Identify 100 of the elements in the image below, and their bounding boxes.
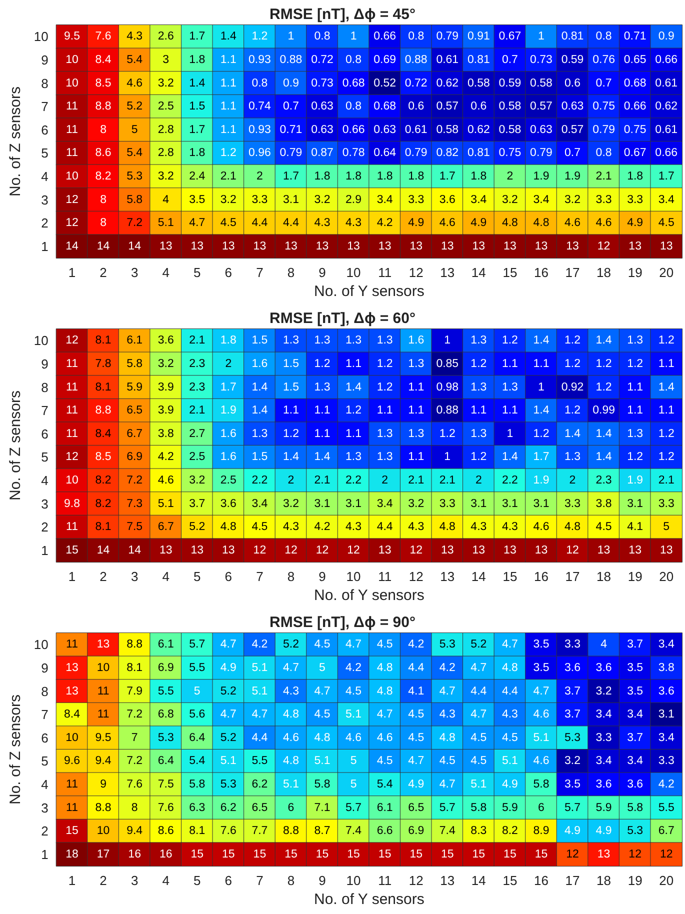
data-label: 7.2 bbox=[126, 217, 143, 230]
data-label: 1.2 bbox=[596, 358, 612, 370]
data-label: 4.6 bbox=[596, 217, 612, 230]
data-label: 3.2 bbox=[502, 194, 518, 206]
data-label: 1.3 bbox=[502, 381, 518, 394]
data-label: 1.1 bbox=[502, 404, 518, 417]
data-label: 1.2 bbox=[564, 334, 581, 347]
data-label: 4.6 bbox=[533, 755, 550, 768]
data-label: 4.4 bbox=[502, 685, 519, 698]
x-tick-label: 13 bbox=[440, 873, 455, 888]
data-label: 1.1 bbox=[470, 404, 487, 417]
data-label: 4.5 bbox=[658, 217, 674, 230]
data-label: 6.1 bbox=[158, 638, 174, 651]
data-label: 13 bbox=[440, 544, 454, 556]
data-label: 0.63 bbox=[374, 124, 396, 136]
data-label: 4.4 bbox=[376, 521, 394, 534]
data-label: 0.79 bbox=[530, 147, 552, 160]
data-label: 1 bbox=[538, 381, 544, 394]
data-label: 1.1 bbox=[220, 77, 236, 90]
data-label: 15 bbox=[534, 848, 548, 860]
data-label: 1.9 bbox=[627, 474, 644, 486]
data-label: 6.5 bbox=[252, 802, 268, 814]
data-label: 3.4 bbox=[627, 708, 644, 721]
data-label: 0.8 bbox=[346, 100, 362, 113]
data-label: 12 bbox=[66, 451, 78, 464]
data-label: 14 bbox=[128, 240, 142, 252]
data-label: 6 bbox=[288, 802, 294, 814]
data-label: 4.5 bbox=[346, 685, 362, 698]
data-label: 14 bbox=[96, 544, 110, 556]
data-label: 1.7 bbox=[533, 451, 550, 464]
data-label: 0.57 bbox=[436, 100, 459, 113]
y-tick-label: 4 bbox=[41, 472, 48, 488]
data-label: 13 bbox=[472, 240, 486, 252]
data-label: 12 bbox=[660, 848, 673, 860]
data-label: 2.2 bbox=[346, 474, 362, 486]
data-label: 4.7 bbox=[252, 708, 268, 721]
data-label: 1.1 bbox=[220, 54, 236, 66]
data-label: 0.57 bbox=[530, 100, 552, 113]
data-label: 0.78 bbox=[342, 147, 365, 160]
data-label: 3.4 bbox=[376, 498, 394, 510]
data-label: 4.9 bbox=[408, 217, 424, 230]
x-tick-label: 2 bbox=[100, 569, 107, 584]
data-label: 4.8 bbox=[502, 662, 518, 674]
data-label: 4.3 bbox=[346, 521, 362, 534]
data-label: 13 bbox=[566, 240, 579, 252]
y-axis-title: No. of Z sensors bbox=[7, 390, 24, 501]
x-tick-label: 4 bbox=[162, 265, 170, 280]
data-label: 7.2 bbox=[126, 474, 143, 486]
x-tick-label: 11 bbox=[378, 569, 392, 584]
x-tick-label: 1 bbox=[68, 265, 76, 280]
x-tick-label: 9 bbox=[318, 265, 326, 280]
x-tick-label: 12 bbox=[408, 265, 424, 280]
x-tick-label: 19 bbox=[628, 569, 642, 584]
data-label: 6.5 bbox=[408, 802, 424, 814]
x-axis-title: No. of Y sensors bbox=[314, 891, 424, 908]
data-label: 1.5 bbox=[189, 100, 206, 113]
y-tick-label: 7 bbox=[41, 99, 48, 114]
data-label: 8.4 bbox=[95, 54, 112, 66]
data-label: 4.5 bbox=[314, 708, 330, 721]
x-tick-label: 6 bbox=[224, 873, 232, 888]
data-label: 5.1 bbox=[220, 755, 236, 768]
data-label: 15 bbox=[253, 848, 266, 860]
data-label: 10 bbox=[96, 825, 110, 838]
data-label: 1.2 bbox=[314, 358, 330, 370]
data-label: 3.3 bbox=[596, 194, 612, 206]
data-label: 5.1 bbox=[158, 498, 174, 510]
y-tick-label: 5 bbox=[41, 754, 48, 769]
data-label: 1.2 bbox=[439, 428, 456, 440]
data-label: 3.6 bbox=[596, 778, 612, 790]
y-tick-label: 3 bbox=[41, 800, 48, 816]
data-label: 3.6 bbox=[627, 778, 644, 790]
x-tick-label: 11 bbox=[378, 873, 392, 888]
data-label: 1.2 bbox=[470, 451, 487, 464]
data-label: 5.1 bbox=[158, 217, 174, 230]
data-label: 4.7 bbox=[533, 685, 550, 698]
data-label: 1.8 bbox=[376, 170, 393, 182]
data-label: 3.6 bbox=[564, 662, 581, 674]
data-label: 1.1 bbox=[346, 358, 362, 370]
data-label: 1.3 bbox=[470, 428, 487, 440]
x-tick-label: 1 bbox=[68, 873, 76, 888]
data-label: 12 bbox=[66, 334, 78, 347]
data-label: 13 bbox=[534, 240, 548, 252]
data-label: 0.7 bbox=[564, 147, 581, 160]
x-tick-label: 4 bbox=[162, 569, 170, 584]
data-label: 3.3 bbox=[564, 498, 581, 510]
data-label: 8.1 bbox=[126, 662, 143, 674]
y-axis-title: No. of Z sensors bbox=[7, 86, 24, 197]
data-label: 8.6 bbox=[95, 147, 112, 160]
data-label: 0.63 bbox=[311, 100, 334, 113]
data-label: 5.1 bbox=[502, 755, 518, 768]
data-label: 4.4 bbox=[282, 217, 300, 230]
data-label: 2.1 bbox=[408, 474, 424, 486]
data-label: 7.8 bbox=[95, 358, 112, 370]
data-label: 1.8 bbox=[627, 170, 644, 182]
x-tick-label: 18 bbox=[596, 569, 612, 584]
data-label: 13 bbox=[628, 240, 642, 252]
data-label: 1.3 bbox=[252, 428, 268, 440]
data-label: 13 bbox=[410, 240, 422, 252]
data-label: 15 bbox=[284, 848, 298, 860]
data-label: 4.6 bbox=[346, 732, 362, 744]
